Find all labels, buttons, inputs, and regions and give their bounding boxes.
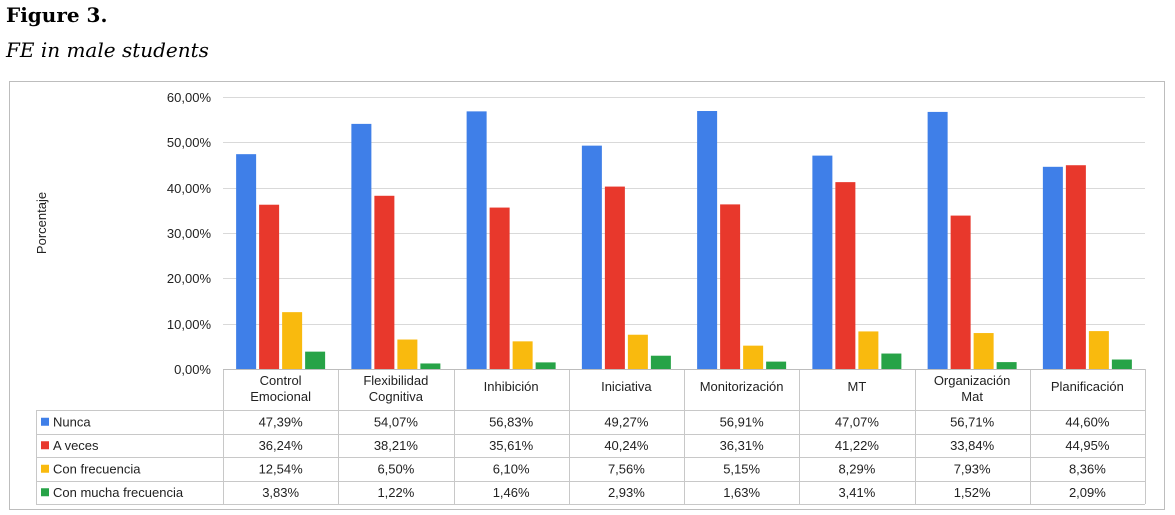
bar: [259, 204, 280, 369]
table-value: 1,46%: [493, 485, 530, 500]
bar: [1042, 166, 1063, 369]
bar: [835, 182, 856, 369]
bar: [420, 363, 441, 369]
bar: [627, 334, 648, 369]
category-label: Flexibilidad Cognitiva: [363, 373, 428, 404]
bar: [1088, 331, 1109, 369]
table-value: 3,83%: [262, 485, 299, 500]
bar: [950, 215, 971, 369]
table-value: 36,31%: [720, 438, 765, 453]
legend-label: Con mucha frecuencia: [53, 485, 184, 500]
table-value: 7,93%: [954, 461, 991, 476]
category-label: Iniciativa: [601, 379, 652, 394]
table-value: 12,54%: [259, 461, 304, 476]
bar: [236, 154, 257, 369]
bars: [236, 111, 1132, 370]
y-axis-title: Porcentaje: [34, 192, 49, 254]
table-value: 36,24%: [259, 438, 304, 453]
table-value: 54,07%: [374, 414, 419, 429]
table-value: 8,29%: [838, 461, 875, 476]
table-value: 7,56%: [608, 461, 645, 476]
table-value: 6,10%: [493, 461, 530, 476]
legend-swatch: [41, 488, 49, 497]
category-label: Inhibición: [484, 379, 539, 394]
bar: [351, 123, 372, 370]
table-value: 2,09%: [1069, 485, 1106, 500]
bar: [604, 186, 625, 369]
category-label: Organización Mat: [934, 373, 1011, 404]
table-value: 2,93%: [608, 485, 645, 500]
table-value: 40,24%: [604, 438, 649, 453]
bar: [650, 355, 671, 369]
bar: [1111, 359, 1132, 369]
bar: [720, 204, 741, 369]
figure-caption: FE in male students: [6, 38, 209, 62]
bar: [489, 207, 510, 369]
bar: [374, 195, 395, 369]
legend-label: Con frecuencia: [53, 461, 141, 476]
y-tick-label: 40,00%: [167, 181, 212, 196]
table-value: 41,22%: [835, 438, 880, 453]
legend-label: A veces: [53, 438, 99, 453]
y-tick-label: 30,00%: [167, 226, 212, 241]
table-value: 47,39%: [259, 414, 304, 429]
data-table: Control Emocional Flexibilidad Cognitiva Inh…: [36, 369, 1146, 505]
bar: [858, 331, 879, 369]
bar: [881, 353, 902, 369]
table-value: 56,83%: [489, 414, 534, 429]
y-tick-label: 0,00%: [174, 362, 211, 377]
table-value: 6,50%: [377, 461, 414, 476]
bar: [535, 362, 556, 369]
table-value: 44,60%: [1065, 414, 1110, 429]
bar: [927, 111, 948, 369]
table-value: 56,71%: [950, 414, 995, 429]
bar: [305, 351, 326, 369]
figure-label: Figure 3.: [6, 3, 108, 27]
legend-swatch: [41, 417, 49, 426]
bar: [973, 333, 994, 369]
table-value: 44,95%: [1065, 438, 1110, 453]
table-value: 56,91%: [720, 414, 765, 429]
table-value: 1,22%: [377, 485, 414, 500]
table-value: 35,61%: [489, 438, 534, 453]
bar: [812, 155, 833, 369]
table-value: 47,07%: [835, 414, 880, 429]
bar: [743, 345, 764, 369]
y-tick-label: 50,00%: [167, 135, 212, 150]
table-value: 33,84%: [950, 438, 995, 453]
bar: [512, 341, 533, 369]
y-tick-label: 10,00%: [167, 317, 212, 332]
legend-swatch: [41, 441, 49, 450]
legend-swatch: [41, 464, 49, 473]
table-value: 1,63%: [723, 485, 760, 500]
bar: [581, 145, 602, 369]
table-value: 49,27%: [604, 414, 649, 429]
bar: [996, 362, 1017, 369]
category-label: Control Emocional: [250, 373, 311, 404]
bar: [697, 111, 718, 370]
table-value: 8,36%: [1069, 461, 1106, 476]
table-value: 5,15%: [723, 461, 760, 476]
y-tick-label: 60,00%: [167, 90, 212, 105]
category-label: MT: [847, 379, 866, 394]
y-tick-label: 20,00%: [167, 271, 212, 286]
bar: [466, 111, 487, 369]
y-axis: 0,00% 10,00% 20,00% 30,00% 40,00% 50,00% 60,00…: [34, 90, 211, 377]
category-label: Planificación: [1051, 379, 1124, 394]
bar: [766, 361, 787, 369]
table-value: 3,41%: [838, 485, 875, 500]
table-value: 1,52%: [954, 485, 991, 500]
bar: [282, 312, 303, 369]
bar: [1065, 165, 1086, 369]
legend-label: Nunca: [53, 414, 91, 429]
category-label: Monitorización: [700, 379, 784, 394]
bar: [397, 339, 418, 369]
table-value: 38,21%: [374, 438, 419, 453]
